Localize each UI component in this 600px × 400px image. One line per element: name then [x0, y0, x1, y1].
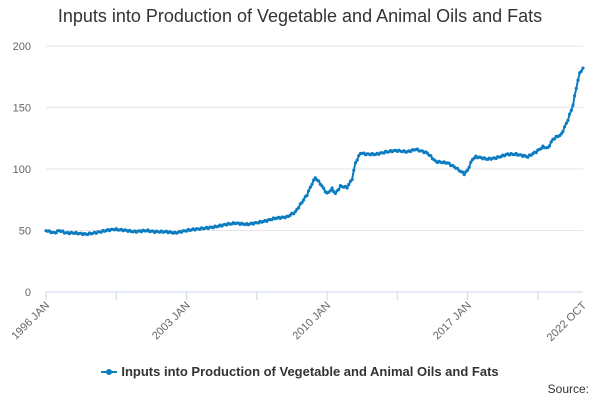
x-axis: 1996 JAN 2003 JAN 2010 JAN 2017 JAN 2022 OCT [9, 291, 590, 344]
x-tick-label: 2010 JAN [291, 300, 334, 343]
data-point [328, 189, 332, 193]
data-point [352, 168, 356, 172]
data-point [561, 130, 565, 134]
data-point [347, 182, 351, 187]
data-point [353, 161, 358, 165]
y-axis-labels: 0 50 100 150 200 [13, 41, 31, 299]
data-point [579, 69, 583, 73]
data-point [429, 154, 433, 158]
x-tick-label: 1996 JAN [9, 300, 52, 343]
data-point [581, 66, 585, 70]
data-point [534, 150, 538, 155]
data-point [461, 170, 465, 174]
data-point [308, 185, 312, 189]
data-point [333, 191, 337, 196]
data-point [569, 108, 573, 112]
data-point [563, 125, 567, 129]
y-tick-label: 50 [19, 226, 31, 238]
legend[interactable]: Inputs into Production of Vegetable and … [0, 364, 600, 379]
data-point [355, 158, 359, 162]
data-point [320, 184, 324, 188]
data-point [571, 103, 575, 107]
x-tick-label: 2022 OCT [545, 299, 590, 344]
legend-marker [106, 368, 113, 375]
data-point [564, 121, 568, 125]
y-tick-label: 200 [13, 41, 31, 53]
data-point [568, 112, 572, 116]
series-line [45, 67, 584, 236]
data-point [559, 132, 563, 136]
data-point [573, 94, 577, 98]
data-point [526, 155, 530, 159]
data-point [317, 179, 321, 183]
data-point [307, 189, 311, 193]
y-tick-label: 100 [13, 164, 31, 176]
data-point [466, 168, 470, 172]
data-point [576, 78, 580, 82]
chart-title: Inputs into Production of Vegetable and … [57, 6, 543, 26]
data-point [467, 165, 471, 169]
data-point [553, 137, 557, 141]
data-point [300, 200, 304, 205]
source-label: Source: [547, 382, 589, 396]
data-point [549, 140, 553, 144]
data-point [447, 161, 451, 165]
legend-label: Inputs into Production of Vegetable and … [121, 364, 499, 379]
legend-swatch [101, 368, 118, 375]
data-point [539, 147, 543, 151]
gridlines [46, 45, 583, 293]
x-tick-label: 2003 JAN [150, 300, 193, 343]
data-point [330, 186, 334, 190]
x-tick-label: 2017 JAN [431, 300, 474, 343]
y-tick-label: 0 [25, 287, 31, 299]
data-point [302, 198, 306, 202]
data-point [462, 173, 466, 177]
data-point [337, 187, 341, 191]
data-point [54, 231, 58, 235]
data-point [310, 182, 314, 186]
data-point [469, 160, 473, 164]
series [44, 66, 585, 237]
y-tick-label: 150 [13, 103, 31, 115]
data-point [322, 186, 326, 190]
data-point [305, 193, 309, 198]
data-point [297, 206, 301, 210]
data-point [455, 166, 460, 170]
data-point [574, 86, 578, 91]
data-point [547, 144, 552, 148]
data-point [566, 118, 570, 123]
data-point [350, 178, 354, 182]
data-point [293, 210, 297, 214]
data-point [345, 186, 349, 190]
